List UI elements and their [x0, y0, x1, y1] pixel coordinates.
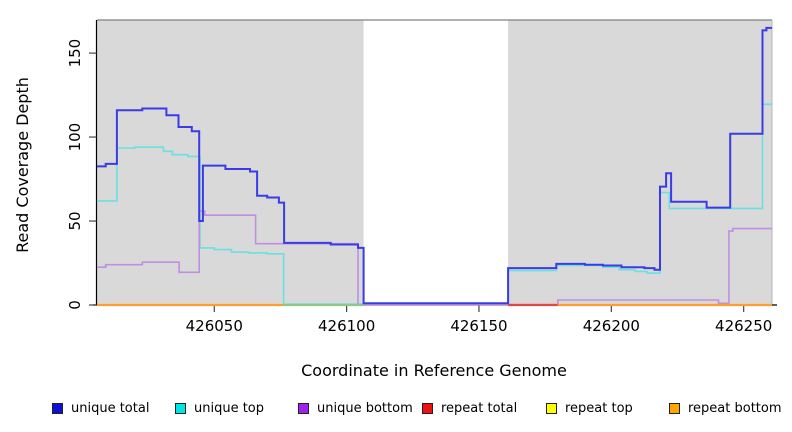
- legend-swatch-icon: [422, 402, 433, 414]
- chart-legend: unique total unique top unique bottom repea…: [0, 398, 792, 422]
- x-tick-label: 426100: [318, 317, 375, 335]
- x-axis-title: Coordinate in Reference Genome: [301, 361, 567, 380]
- legend-item-repeat-bottom: repeat bottom: [669, 398, 782, 418]
- y-tick-label: 0: [66, 300, 84, 310]
- series-unique-top: [97, 103, 772, 305]
- x-tick-label: 426200: [583, 317, 640, 335]
- x-tick-label: 426050: [186, 317, 243, 335]
- series-unique-bottom: [97, 210, 772, 306]
- legend-label: repeat bottom: [688, 400, 782, 416]
- legend-item-repeat-top: repeat top: [546, 398, 633, 418]
- legend-item-repeat-total: repeat total: [422, 398, 517, 418]
- y-axis-title: Read Coverage Depth: [13, 77, 32, 253]
- legend-label: unique total: [71, 400, 150, 416]
- legend-swatch-icon: [669, 402, 680, 414]
- legend-label: unique bottom: [317, 400, 413, 416]
- legend-label: repeat total: [441, 400, 518, 416]
- legend-swatch-icon: [298, 402, 309, 414]
- legend-label: unique top: [194, 400, 265, 416]
- y-tick-label: 100: [66, 123, 84, 152]
- legend-swatch-icon: [52, 402, 63, 414]
- legend-swatch-icon: [546, 402, 557, 414]
- series-unique-total: [97, 26, 772, 305]
- y-tick-label: 50: [66, 211, 84, 230]
- legend-item-unique-total: unique total: [52, 398, 149, 418]
- x-tick-label: 426150: [450, 317, 507, 335]
- x-tick-label: 426250: [715, 317, 772, 335]
- legend-label: repeat top: [565, 400, 633, 416]
- legend-item-unique-top: unique top: [175, 398, 264, 418]
- legend-swatch-icon: [175, 402, 186, 414]
- legend-item-unique-bottom: unique bottom: [298, 398, 413, 418]
- coverage-gap-region: [363, 20, 509, 305]
- y-tick-label: 150: [66, 39, 84, 68]
